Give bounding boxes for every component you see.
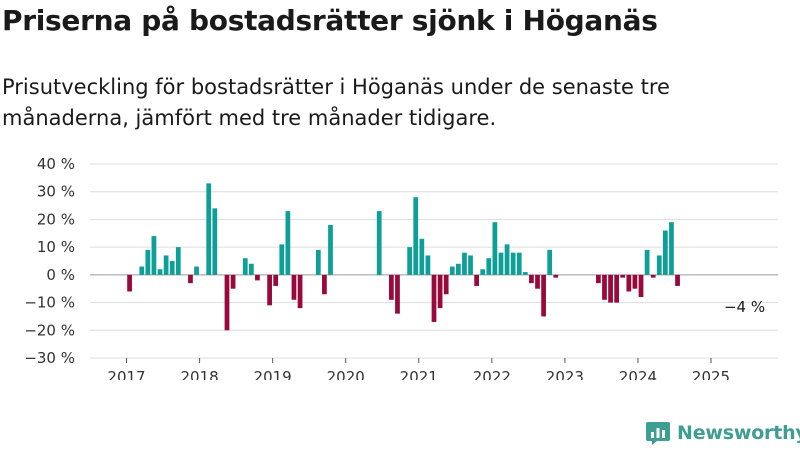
chart-title: Priserna på bostadsrätter sjönk i Höganä… xyxy=(2,4,658,37)
bar xyxy=(419,238,425,275)
annotations: −4 % xyxy=(724,298,765,316)
bar xyxy=(175,247,181,275)
bar xyxy=(212,208,218,275)
bar xyxy=(529,274,534,284)
bar xyxy=(675,274,680,286)
bar xyxy=(169,261,175,275)
y-tick-label: 20 % xyxy=(37,210,75,228)
bar xyxy=(151,236,157,275)
bar xyxy=(535,274,540,289)
bar xyxy=(315,249,321,275)
x-tick-label: 2025 xyxy=(692,368,730,380)
bar xyxy=(297,274,303,309)
bar xyxy=(431,274,437,322)
bar xyxy=(455,263,461,275)
bar xyxy=(620,274,626,278)
gridlines xyxy=(90,163,778,359)
bar xyxy=(230,274,236,289)
chart-subtitle: Prisutveckling för bostadsrätter i Högan… xyxy=(2,75,670,130)
bar xyxy=(608,274,613,303)
y-tick-label: 40 % xyxy=(37,155,75,173)
bar xyxy=(492,222,498,275)
bar xyxy=(656,255,662,275)
bar xyxy=(510,252,516,275)
x-tick-label: 2021 xyxy=(400,368,438,380)
x-tick-label: 2022 xyxy=(473,368,511,380)
bar xyxy=(395,274,400,314)
x-tick-label: 2023 xyxy=(546,368,584,380)
bars xyxy=(127,183,680,331)
bar xyxy=(328,224,333,275)
bar xyxy=(614,274,620,303)
bar xyxy=(669,222,674,275)
bar xyxy=(541,274,546,317)
bar xyxy=(127,274,132,292)
bar xyxy=(626,274,632,292)
bar xyxy=(267,274,272,306)
bar xyxy=(474,274,479,286)
bar xyxy=(413,197,419,275)
bar xyxy=(322,274,327,295)
x-tick-label: 2024 xyxy=(619,368,657,380)
bar-chart: −30 %−20 %−10 %0 %10 %20 %30 %40 % 2017 2… xyxy=(24,155,778,380)
bar xyxy=(437,274,443,309)
bar xyxy=(547,249,553,275)
bar xyxy=(522,272,528,275)
bar xyxy=(498,252,504,275)
value-annotation: −4 % xyxy=(724,298,765,316)
bar xyxy=(468,255,473,275)
x-axis: 2017 2018 2019 2020 2021 2022 2023 2024 2025 xyxy=(107,358,730,380)
bar xyxy=(273,274,279,286)
bar xyxy=(376,211,382,275)
bar xyxy=(662,230,668,275)
y-tick-label: 10 % xyxy=(37,238,75,256)
brand-name: Newsworthy xyxy=(677,422,800,444)
bar xyxy=(206,183,212,275)
bar xyxy=(389,274,394,300)
bar xyxy=(194,266,199,275)
newsworthy-logo-icon xyxy=(646,422,670,445)
bar xyxy=(255,274,260,281)
x-tick-label: 2018 xyxy=(180,368,218,380)
bar xyxy=(443,274,449,295)
bar xyxy=(248,263,254,275)
bar xyxy=(650,274,656,278)
bar xyxy=(449,266,455,275)
bar xyxy=(279,244,285,275)
bar xyxy=(516,252,522,275)
bar xyxy=(188,274,193,284)
y-tick-label: 30 % xyxy=(37,183,75,201)
bar xyxy=(224,274,230,331)
bar xyxy=(632,274,638,289)
y-tick-label: 0 % xyxy=(46,266,75,284)
bar xyxy=(638,274,644,298)
y-axis: −30 % −20 % −10 % 0 % 10 % 20 % 30 % 40 % xyxy=(24,155,75,367)
y-tick-label: −20 % xyxy=(24,321,75,339)
bar xyxy=(242,258,248,275)
bar xyxy=(486,258,492,275)
x-tick-label: 2017 xyxy=(107,368,145,380)
bar xyxy=(644,249,650,275)
bar xyxy=(285,211,291,275)
bar xyxy=(602,274,607,300)
x-tick-label: 2019 xyxy=(254,368,292,380)
y-tick-label: −10 % xyxy=(24,294,75,312)
x-tick-label: 2020 xyxy=(327,368,365,380)
bar xyxy=(145,249,151,275)
newsworthy-logo: Newsworthy xyxy=(645,418,800,448)
bar xyxy=(407,247,413,275)
bar xyxy=(480,269,486,275)
bar xyxy=(139,266,145,275)
bar xyxy=(596,274,601,284)
bar xyxy=(291,274,297,300)
bar xyxy=(425,255,431,275)
y-tick-label: −30 % xyxy=(24,349,75,367)
bar xyxy=(553,274,559,278)
bar xyxy=(157,269,163,275)
bar xyxy=(504,244,510,275)
bar xyxy=(462,252,467,275)
bar xyxy=(163,255,169,275)
